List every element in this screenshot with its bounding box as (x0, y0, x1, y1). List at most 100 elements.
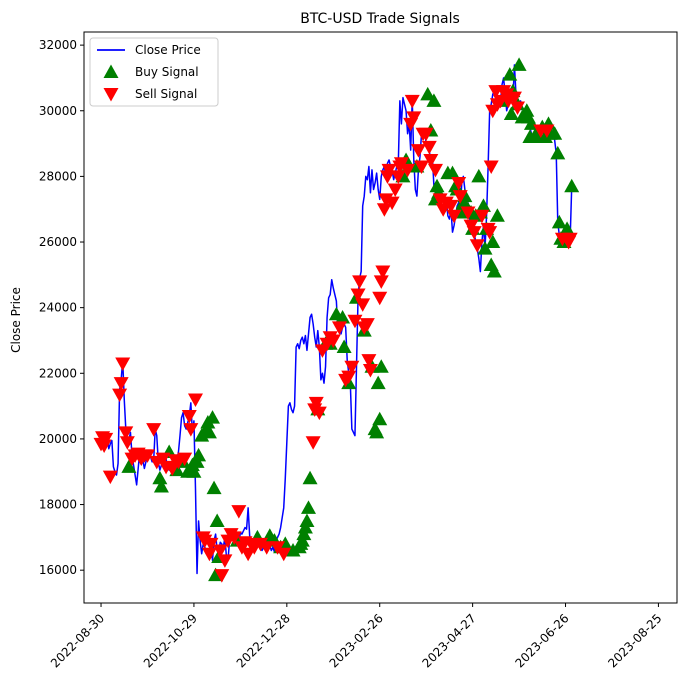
sell-signal-marker (118, 426, 134, 440)
sell-signal-marker (410, 144, 426, 158)
sell-signal-marker (308, 396, 324, 411)
sell-signal-marker (112, 388, 128, 403)
buy-signal-marker (559, 221, 575, 235)
y-tick-label: 18000 (39, 498, 77, 512)
sell-signal-marker (344, 360, 360, 375)
legend-label: Buy Signal (135, 65, 199, 79)
buy-signal-marker (519, 103, 535, 117)
sell-signal-marker (474, 209, 490, 224)
sell-signal-marker (214, 569, 230, 583)
sell-signal-marker (212, 544, 228, 558)
buy-signal-marker (511, 57, 527, 71)
buy-signal-marker (209, 513, 225, 527)
sell-signal-marker (352, 275, 368, 289)
sell-signal-marker (469, 239, 485, 253)
sell-signal-marker (510, 101, 526, 115)
legend-swatch-sell (103, 88, 119, 102)
buy-signal-marker (485, 234, 501, 249)
sell-signal-marker (375, 265, 391, 280)
sell-signal-marker (414, 160, 430, 175)
y-tick-label: 22000 (39, 366, 77, 380)
plot-frame (83, 31, 678, 604)
sell-signal-marker (421, 140, 437, 155)
sell-signal-marker (506, 91, 522, 106)
legend: Close Price Buy Signal Sell Signal (89, 37, 219, 107)
sell-signal-marker (305, 436, 321, 450)
sell-signal-marker (259, 541, 275, 555)
sell-signal-marker (350, 288, 366, 303)
buy-signal-marker (551, 214, 567, 229)
sell-signal-marker (203, 537, 219, 552)
sell-signal-marker (226, 531, 242, 545)
sell-signal-marker (177, 452, 193, 467)
sell-signal-marker (217, 554, 233, 568)
sell-signal-marker (466, 226, 482, 240)
sell-signal-marker (115, 357, 131, 371)
chart-title: BTC-USD Trade Signals (300, 11, 460, 27)
sell-signal-marker (98, 432, 114, 447)
buy-signal-marker (206, 480, 222, 495)
sell-signal-marker (311, 406, 327, 421)
sell-signal-marker (325, 334, 341, 348)
sell-signal-marker (139, 449, 155, 463)
buy-signal-marker (550, 145, 566, 160)
sell-signal-marker (427, 163, 443, 178)
sell-signal-marker (384, 196, 400, 211)
y-tick-label: 30000 (39, 104, 77, 118)
sell-signal-marker (96, 439, 112, 453)
sell-signal-marker (483, 160, 499, 175)
buy-signal-marker (372, 411, 388, 426)
buy-signal-marker (186, 464, 202, 478)
y-axis-label: Close Price (9, 287, 23, 353)
buy-signal-marker (475, 198, 491, 212)
buy-signal-marker (502, 67, 518, 81)
buy-signal-marker (302, 470, 318, 485)
sell-signal-marker (443, 199, 459, 214)
buy-signal-marker (153, 479, 169, 493)
buy-signal-marker (336, 339, 352, 354)
sell-signal-marker (119, 436, 135, 450)
y-tick-label: 32000 (39, 38, 77, 52)
buy-signal-marker (373, 359, 389, 373)
y-tick-label: 16000 (39, 563, 77, 577)
sell-signal-marker (359, 318, 375, 332)
buy-signal-marker (420, 86, 436, 101)
sell-signal-marker (231, 505, 247, 519)
sell-signal-marker (423, 153, 439, 168)
buy-signal-marker (444, 165, 460, 180)
sell-signal-marker (341, 370, 357, 385)
buy-signal-layer (121, 57, 580, 582)
y-tick-label: 28000 (39, 169, 77, 183)
buy-signal-marker (489, 208, 505, 222)
sell-signal-marker (418, 127, 434, 142)
buy-signal-marker (152, 470, 168, 485)
sell-signal-marker (451, 176, 467, 191)
sell-signal-marker (482, 226, 498, 240)
sell-signal-marker (376, 203, 392, 217)
sell-signal-marker (113, 377, 129, 391)
sell-signal-marker (406, 111, 422, 125)
sell-signal-marker (187, 393, 203, 408)
sell-signal-marker (460, 206, 476, 220)
buy-signal-marker (564, 178, 580, 193)
sell-signal-marker (539, 124, 555, 138)
y-tick-label: 24000 (39, 301, 77, 315)
buy-signal-marker (547, 126, 563, 140)
sell-signal-marker (361, 354, 377, 368)
sell-signal-marker (201, 547, 217, 562)
buy-signal-marker (205, 410, 221, 424)
buy-signal-marker (429, 178, 445, 193)
sell-signal-marker (452, 190, 468, 204)
sell-signal-marker (400, 163, 416, 178)
legend-label: Close Price (135, 43, 201, 57)
sell-signal-marker (102, 470, 118, 485)
buy-signal-marker (477, 241, 493, 255)
buy-signal-marker (301, 500, 317, 514)
buy-signal-marker (201, 424, 217, 439)
y-tick-label: 20000 (39, 432, 77, 446)
sell-signal-marker (390, 170, 406, 184)
buy-signal-marker (299, 513, 315, 527)
buy-signal-marker (503, 106, 519, 121)
sell-signal-marker (387, 183, 403, 198)
